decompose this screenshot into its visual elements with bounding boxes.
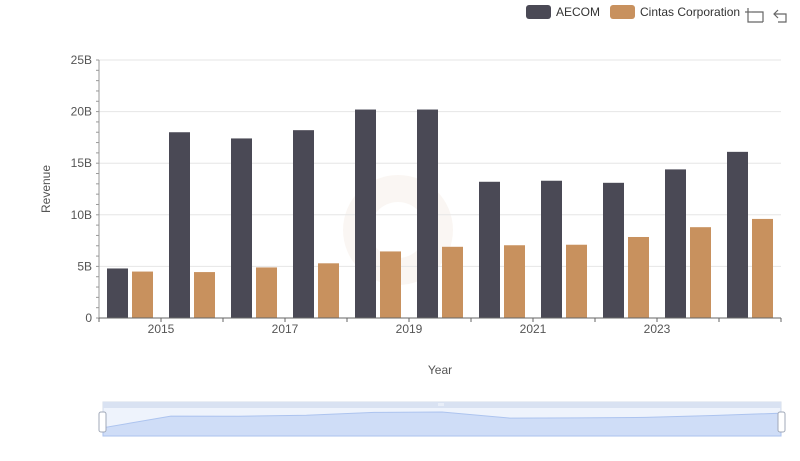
bar-cintas-2022[interactable]	[628, 236, 649, 318]
bar-aecom-2019[interactable]	[417, 109, 438, 318]
bar-aecom-2020[interactable]	[479, 181, 500, 318]
y-tick-label: 20B	[71, 105, 92, 119]
x-axis-title: Year	[428, 363, 452, 377]
bar-cintas-2014[interactable]	[132, 271, 153, 318]
bar-cintas-2015[interactable]	[194, 272, 215, 318]
bar-cintas-2019[interactable]	[442, 246, 463, 318]
zoom-move-handle-icon[interactable]	[438, 403, 444, 406]
bar-aecom-2015[interactable]	[169, 132, 190, 318]
bars	[107, 109, 773, 318]
legend-swatch-cintas	[610, 5, 635, 19]
bar-cintas-2018[interactable]	[380, 251, 401, 318]
bar-aecom-2016[interactable]	[231, 138, 252, 318]
zoom-selection	[103, 408, 781, 436]
y-tick-label: 10B	[71, 208, 92, 222]
bar-aecom-2024[interactable]	[727, 151, 748, 318]
legend-item-cintas[interactable]: Cintas Corporation	[610, 5, 740, 19]
bar-aecom-2018[interactable]	[355, 109, 376, 318]
zoom-handle-left[interactable]	[98, 411, 107, 433]
x-tick-label: 2017	[272, 322, 299, 336]
x-tick-label: 2019	[396, 322, 423, 336]
y-tick-label: 25B	[71, 53, 92, 67]
bar-cintas-2023[interactable]	[690, 227, 711, 318]
restore-icon[interactable]	[773, 9, 787, 23]
bar-cintas-2021[interactable]	[566, 244, 587, 318]
zoom-handle-right[interactable]	[777, 411, 786, 433]
bar-cintas-2017[interactable]	[318, 263, 339, 318]
legend: AECOM Cintas Corporation	[526, 5, 740, 19]
legend-label-aecom: AECOM	[556, 5, 600, 19]
x-tick-label: 2021	[520, 322, 547, 336]
zoom-top-bar[interactable]	[103, 402, 781, 408]
bar-cintas-2024[interactable]	[752, 218, 773, 318]
legend-item-aecom[interactable]: AECOM	[526, 5, 600, 19]
data-zoom-slider[interactable]	[98, 401, 786, 437]
y-tick-label: 5B	[77, 259, 92, 273]
x-tick-label: 2023	[644, 322, 671, 336]
zoom-preview-area	[102, 411, 782, 437]
bar-cintas-2016[interactable]	[256, 267, 277, 318]
y-tick-label: 0	[85, 311, 92, 325]
bar-aecom-2023[interactable]	[665, 169, 686, 318]
bar-aecom-2021[interactable]	[541, 180, 562, 318]
bar-cintas-2020[interactable]	[504, 245, 525, 318]
bar-aecom-2014[interactable]	[107, 268, 128, 318]
bar-aecom-2022[interactable]	[603, 182, 624, 318]
y-axis-title: Revenue	[39, 165, 53, 213]
legend-swatch-aecom	[526, 5, 551, 19]
data-zoom-icon[interactable]	[745, 8, 764, 23]
legend-label-cintas: Cintas Corporation	[640, 5, 740, 19]
y-tick-label: 15B	[71, 156, 92, 170]
axes: 0 5B 10B 15B 20B 25B 2015 2017 2019 2021 2023	[71, 53, 782, 336]
bar-aecom-2017[interactable]	[293, 130, 314, 318]
x-tick-label: 2015	[148, 322, 175, 336]
